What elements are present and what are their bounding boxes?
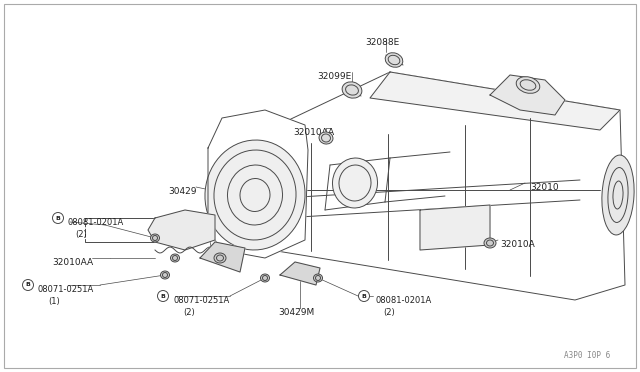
Text: 08081-0201A: 08081-0201A (375, 296, 431, 305)
Circle shape (157, 291, 168, 301)
Circle shape (52, 212, 63, 224)
Text: B: B (161, 294, 165, 298)
Text: B: B (56, 215, 60, 221)
Text: 32099E: 32099E (317, 72, 351, 81)
Polygon shape (490, 75, 565, 115)
Text: B: B (362, 294, 367, 298)
Circle shape (22, 279, 33, 291)
Ellipse shape (314, 274, 323, 282)
Polygon shape (200, 242, 245, 272)
Text: 32010AA: 32010AA (52, 258, 93, 267)
Ellipse shape (385, 53, 403, 67)
Text: 30429: 30429 (168, 187, 196, 196)
Text: 32088E: 32088E (365, 38, 399, 47)
Circle shape (358, 291, 369, 301)
Polygon shape (370, 72, 620, 130)
Text: A3P0 I0P 6: A3P0 I0P 6 (564, 351, 610, 360)
Polygon shape (148, 210, 215, 250)
Ellipse shape (342, 82, 362, 98)
Ellipse shape (319, 132, 333, 144)
Ellipse shape (484, 238, 496, 248)
Text: (1): (1) (48, 297, 60, 306)
Polygon shape (208, 110, 308, 258)
Polygon shape (210, 72, 625, 300)
Ellipse shape (170, 254, 179, 262)
Text: 32010: 32010 (530, 183, 559, 192)
Ellipse shape (161, 271, 170, 279)
Text: 08081-0201A: 08081-0201A (68, 218, 124, 227)
Text: (2): (2) (75, 230, 87, 239)
Ellipse shape (602, 155, 634, 235)
Text: 08071-0251A: 08071-0251A (173, 296, 229, 305)
Text: (2): (2) (183, 308, 195, 317)
Ellipse shape (214, 253, 226, 263)
Ellipse shape (150, 234, 159, 242)
Ellipse shape (332, 158, 378, 208)
Text: 32010A: 32010A (500, 240, 535, 249)
Polygon shape (420, 205, 490, 250)
Ellipse shape (260, 274, 269, 282)
Polygon shape (280, 262, 320, 285)
Text: 08071-0251A: 08071-0251A (38, 285, 94, 294)
Text: (2): (2) (383, 308, 395, 317)
Text: B: B (26, 282, 31, 288)
Text: 30429M: 30429M (278, 308, 314, 317)
Text: 32010AA: 32010AA (293, 128, 334, 137)
Ellipse shape (516, 77, 540, 93)
Ellipse shape (205, 140, 305, 250)
